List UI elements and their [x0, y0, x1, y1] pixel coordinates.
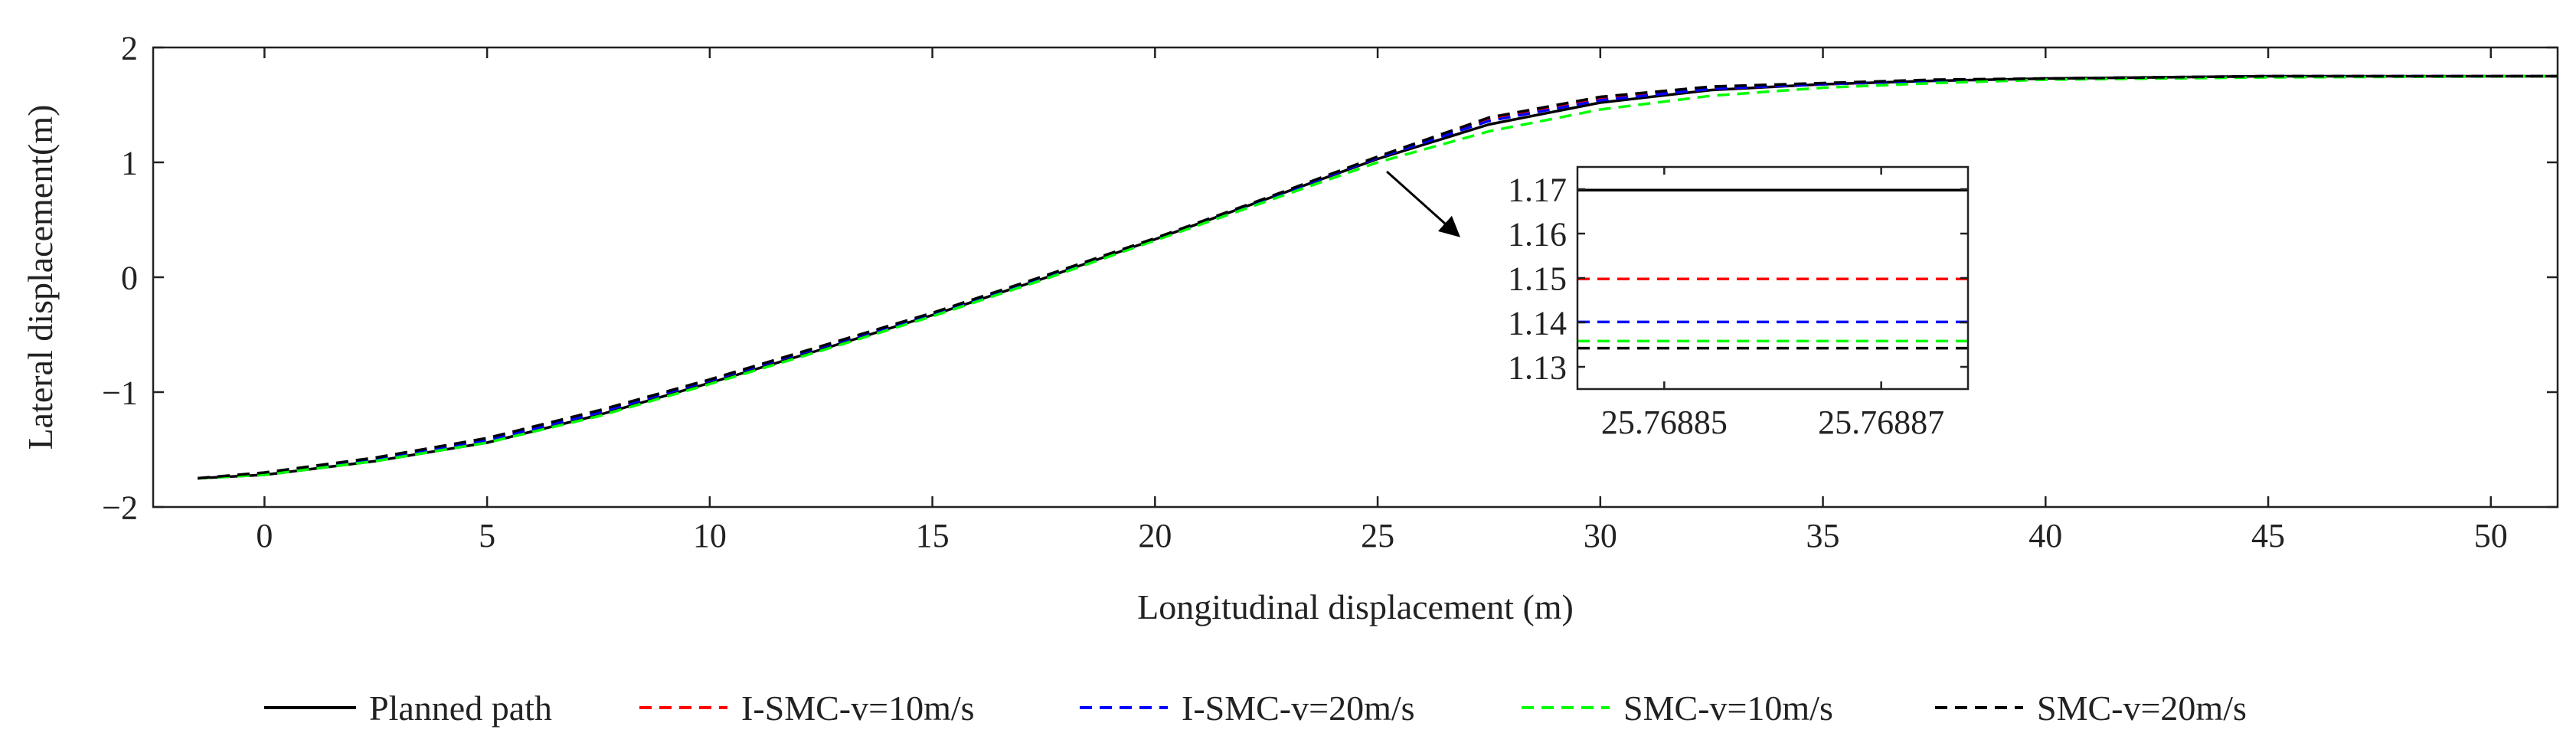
- main-x-tick-label: 25: [1361, 517, 1394, 554]
- inset-y-tick-label: 1.14: [1508, 304, 1567, 342]
- inset-y-tick-label: 1.15: [1508, 260, 1567, 297]
- main-x-tick-label: 15: [916, 517, 950, 554]
- main-series-i-smc-v-10m-s: [197, 74, 2558, 480]
- main-y-tick-label: −2: [102, 489, 138, 526]
- main-x-axis-label: Longitudinal displacement (m): [1137, 587, 1574, 626]
- inset-chart: 25.76885 25.76887 1.13 1.14 1.15 1.16 1.17: [1508, 165, 1970, 441]
- inset-background: [1577, 167, 1968, 389]
- main-y-tick-label: 1: [121, 144, 138, 182]
- main-x-tick-label: 50: [2474, 517, 2508, 554]
- main-y-axis-label: Lateral displacement(m): [21, 105, 60, 450]
- zoom-arrow: [1386, 170, 1461, 237]
- main-x-tick-label: 10: [693, 517, 727, 554]
- main-x-tick-label: 0: [256, 517, 273, 554]
- main-series-smc-v-20m-s: [197, 74, 2558, 480]
- main-y-tick-label: 2: [121, 29, 138, 67]
- main-series-i-smc-v-20m-s: [197, 74, 2558, 480]
- main-ticks: 0 5 10 15 20 25 30 35 40 45 50 −2 −1 0 1 2: [102, 29, 2558, 554]
- main-x-tick-label: 45: [2251, 517, 2285, 554]
- inset-series-group: [1577, 188, 1968, 350]
- inset-y-tick-label: 1.13: [1508, 348, 1567, 386]
- legend-label-smc-10: SMC-v=10m/s: [1623, 688, 1833, 728]
- inset-x-tick-label: 25.76885: [1601, 404, 1728, 441]
- main-series-group: [197, 74, 2558, 480]
- main-x-tick-label: 40: [2028, 517, 2062, 554]
- inset-x-tick-label: 25.76887: [1818, 404, 1944, 441]
- inset-y-tick-label: 1.17: [1508, 171, 1567, 208]
- main-y-tick-label: −1: [102, 374, 138, 411]
- main-x-tick-label: 35: [1806, 517, 1840, 554]
- legend-label-i-smc-10: I-SMC-v=10m/s: [741, 688, 975, 728]
- main-plot-frame: [152, 46, 2559, 509]
- main-chart: 0 5 10 15 20 25 30 35 40 45 50 −2 −1 0 1 2 Longitudinal…: [21, 29, 2559, 626]
- main-series-smc-v-10m-s: [198, 74, 2558, 480]
- legend-label-planned-path: Planned path: [369, 688, 552, 728]
- inset-y-tick-label: 1.16: [1508, 215, 1567, 253]
- legend-label-i-smc-20: I-SMC-v=20m/s: [1182, 688, 1415, 728]
- inset-ticks: 25.76885 25.76887 1.13 1.14 1.15 1.16 1.17: [1508, 167, 1968, 441]
- main-series-planned-path: [198, 74, 2558, 480]
- main-x-tick-label: 30: [1584, 517, 1617, 554]
- legend: Planned path I-SMC-v=10m/s I-SMC-v=20m/s…: [264, 688, 2247, 728]
- main-x-tick-label: 20: [1138, 517, 1172, 554]
- legend-label-smc-20: SMC-v=20m/s: [2037, 688, 2247, 728]
- main-y-tick-label: 0: [121, 259, 138, 296]
- main-x-tick-label: 5: [479, 517, 495, 554]
